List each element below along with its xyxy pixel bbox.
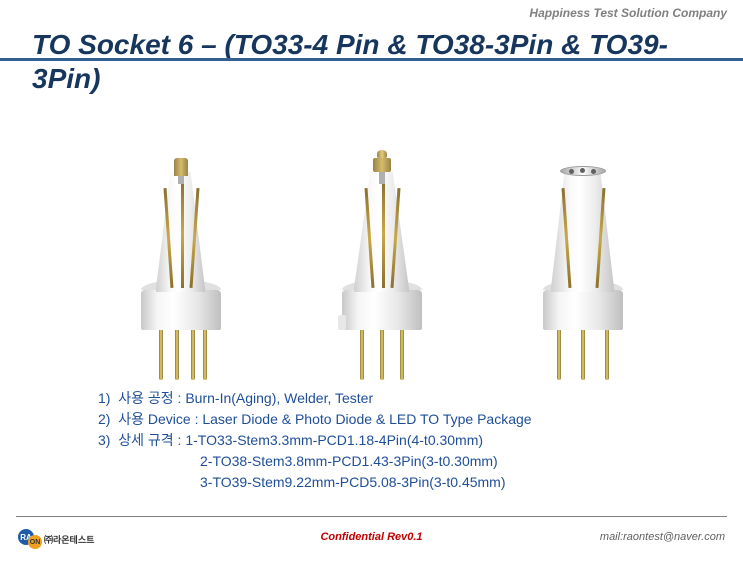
desc-line-1: 1) 사용 공정 : Burn-In(Aging), Welder, Teste… (98, 388, 532, 409)
logo-company-name: ㈜라온테스트 (44, 533, 94, 546)
footer-divider (16, 516, 727, 517)
desc-extra-2: 3-TO39-Stem9.22mm-PCD5.08-3Pin(3-t0.45mm… (200, 472, 532, 493)
title-underline (0, 58, 743, 61)
socket-to33 (111, 130, 251, 380)
confidential-label: Confidential Rev0.1 (320, 531, 422, 543)
socket-to38 (312, 130, 452, 380)
desc-line-2: 2) 사용 Device : Laser Diode & Photo Diode… (98, 409, 532, 430)
socket-to39 (513, 130, 653, 380)
description-block: 1) 사용 공정 : Burn-In(Aging), Welder, Teste… (98, 388, 532, 493)
socket-images (80, 120, 683, 380)
desc-line-3: 3) 상세 규격 : 1-TO33-Stem3.3mm-PCD1.18-4Pin… (98, 430, 532, 451)
contact-email: mail:raontest@naver.com (600, 531, 725, 543)
desc-extra-1: 2-TO38-Stem3.8mm-PCD1.43-3Pin(3-t0.30mm) (200, 451, 532, 472)
logo-on-icon: ON (28, 535, 42, 549)
page-title: TO Socket 6 – (TO33-4 Pin & TO38-3Pin & … (32, 28, 711, 95)
header-tagline: Happiness Test Solution Company (529, 6, 727, 20)
company-logo: RA ON ㈜라온테스트 (18, 527, 94, 551)
